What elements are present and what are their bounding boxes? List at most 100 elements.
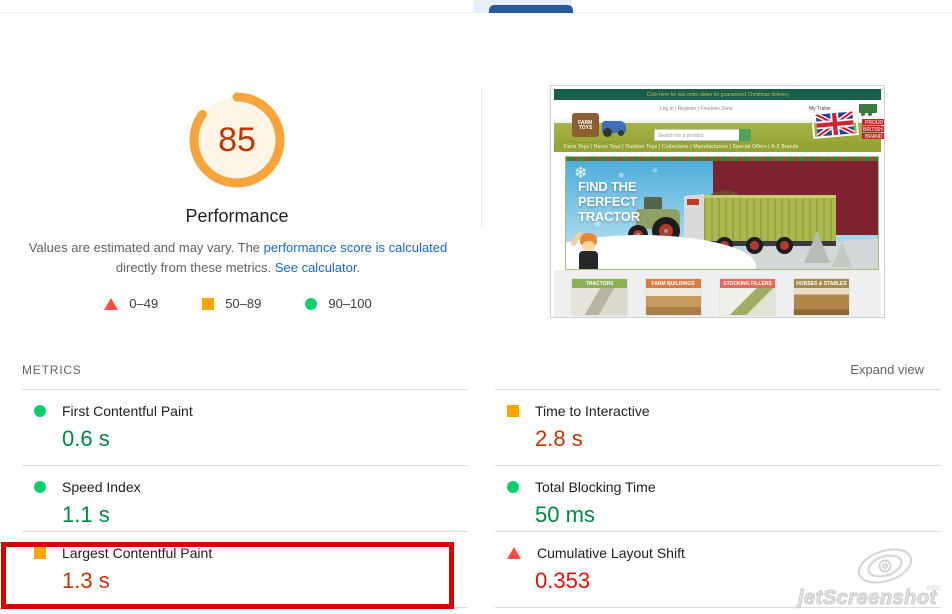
expand-view-button[interactable]: Expand view: [850, 362, 924, 377]
metric-status-icon: [507, 405, 519, 417]
metric-largest-contentful-paint: Largest Contentful Paint 1.3 s: [22, 532, 468, 608]
category-tile-horses-stables: HORSES & STABLES: [794, 279, 849, 315]
christmas-tree-icon: [804, 231, 830, 263]
see-calculator-link[interactable]: See calculator.: [274, 260, 361, 275]
hero-claas-badge: [687, 199, 699, 205]
hero-headline-line3: TRACTOR: [578, 209, 640, 224]
metrics-divider-right: [495, 389, 941, 390]
snowflake-icon: ❄: [594, 219, 602, 229]
score-calculated-link[interactable]: performance score is calculated: [263, 240, 448, 255]
site-logo: FARM TOYS: [572, 113, 599, 137]
site-search-placeholder: Search for a product: [658, 132, 704, 138]
metric-status-icon: [507, 547, 521, 559]
trailer-icon: [859, 104, 877, 116]
tile-label: TRACTORS: [585, 280, 614, 287]
metrics-header-row: METRICS Expand view: [22, 362, 924, 377]
site-header-band: FARM TOYS Search for a product PROUD BRI…: [554, 109, 884, 141]
legend-good-range: 90–100: [328, 296, 372, 311]
score-note-text-2: directly from these metrics.: [115, 260, 272, 275]
performance-score-gauge[interactable]: 85: [189, 92, 285, 188]
metric-first-contentful-paint: First Contentful Paint 0.6 s: [22, 390, 468, 466]
metric-status-icon: [34, 405, 46, 417]
legend-poor-range: 0–49: [129, 296, 159, 311]
hero-headline-line1: FIND THE: [578, 179, 637, 194]
tile-label: FARM BUILDINGS: [651, 280, 696, 287]
tile-label: STOCKING FILLERS: [723, 280, 772, 287]
metric-label: Time to Interactive: [535, 403, 650, 419]
site-search-button: [739, 129, 751, 141]
metric-label: Speed Index: [62, 479, 141, 495]
poor-triangle-icon: [104, 297, 119, 310]
metric-label: First Contentful Paint: [62, 403, 193, 419]
brand-chip-2: BRITISH: [863, 126, 883, 132]
hero-headline: FIND THE PERFECT TRACTOR: [578, 179, 640, 224]
metric-value: 1.1 s: [62, 502, 110, 527]
score-description: Values are estimated and may vary. The p…: [14, 238, 462, 278]
snowflake-icon: ❄: [618, 171, 625, 180]
site-logo-line2: TOYS: [578, 124, 593, 131]
site-screenshot-thumbnail: Click here for last order dates for guar…: [550, 85, 885, 318]
legend-poor: 0–49: [104, 296, 158, 311]
tractor-logo-icon: [602, 121, 626, 137]
site-logo-line1: FARM: [578, 119, 593, 126]
christmas-tree-icon-small: [832, 242, 852, 267]
hero-headline-line2: PERFECT: [578, 194, 638, 209]
metric-status-icon: [34, 481, 46, 493]
legend-average: 50–89: [202, 296, 261, 311]
site-nav-links: Farm Toys | Horse Toys | Outdoor Toys | …: [564, 143, 799, 150]
category-tile-stocking-fillers: STOCKING FILLERS: [720, 279, 775, 315]
site-hero-banner: ❄ ❄ ❄ ❄ FIND THE PERFECT TRACTOR: [565, 156, 879, 270]
hero-garland: [566, 157, 878, 161]
site-promo-text: Click here for last order dates for guar…: [646, 91, 789, 98]
brand-chip-3: BRAND: [865, 133, 883, 139]
legend-good: 90–100: [305, 296, 372, 311]
site-nav-bar: Farm Toys | Horse Toys | Outdoor Toys | …: [554, 141, 881, 152]
metrics-heading: METRICS: [22, 362, 82, 377]
tab-active-indicator: [489, 5, 573, 13]
metric-value: 0.353: [535, 568, 591, 593]
good-circle-icon: [305, 297, 318, 310]
site-search-input: Search for a product: [654, 129, 751, 141]
tile-label: HORSES & STABLES: [796, 280, 847, 287]
average-square-icon: [202, 297, 215, 310]
category-tile-tractors: TRACTORS: [572, 279, 627, 315]
hero-trailer-frame: [704, 241, 836, 246]
metric-label: Total Blocking Time: [535, 479, 656, 495]
score-legend: 0–49 50–89 90–100: [38, 296, 438, 311]
gauge-svg: [189, 92, 285, 188]
metric-speed-index: Speed Index 1.1 s: [22, 466, 468, 532]
metric-value: 1.3 s: [62, 568, 110, 593]
category-tile-farm-buildings: FARM BUILDINGS: [646, 279, 701, 315]
metric-status-icon: [507, 481, 519, 493]
brand-chip-1: PROUD: [864, 119, 883, 125]
metric-status-icon: [34, 547, 46, 559]
score-gauge-arc: [189, 92, 285, 188]
site-account-bar: Log in | Register | Freebies Zone My Tra…: [554, 100, 881, 117]
metric-total-blocking-time: Total Blocking Time 50 ms: [495, 466, 941, 532]
site-account-links: Log in | Register | Freebies Zone: [659, 105, 733, 112]
hero-cartoon-boy: [569, 229, 612, 269]
tile-image: [646, 288, 701, 315]
tab-desktop[interactable]: [473, 0, 573, 13]
metric-value: 0.6 s: [62, 426, 110, 451]
trailer-wheel-3: [776, 237, 793, 254]
metric-value: 50 ms: [535, 502, 595, 527]
metric-label: Largest Contentful Paint: [62, 545, 213, 561]
tile-image: [720, 288, 775, 315]
metric-value: 2.8 s: [535, 426, 583, 451]
proud-british-brand-badge: PROUD BRITISH BRAND: [862, 119, 884, 139]
performance-label: Performance: [185, 206, 289, 226]
trailer-wheel-2: [746, 237, 763, 254]
snowflake-icon: ❄: [652, 168, 658, 175]
metrics-divider-left: [22, 389, 468, 390]
tile-image: [572, 288, 627, 315]
legend-average-range: 50–89: [225, 296, 262, 311]
site-category-tiles: TRACTORS FARM BUILDINGS STOCKING FILLERS…: [554, 270, 881, 317]
performance-score-value: 85: [218, 120, 256, 159]
tab-strip: [0, 0, 952, 13]
site-trailer-label: My Trailer: [809, 105, 832, 112]
tile-image: [794, 288, 849, 315]
metric-cumulative-layout-shift: Cumulative Layout Shift 0.353: [495, 532, 941, 608]
score-note-text-1: Values are estimated and may vary. The: [28, 240, 261, 255]
